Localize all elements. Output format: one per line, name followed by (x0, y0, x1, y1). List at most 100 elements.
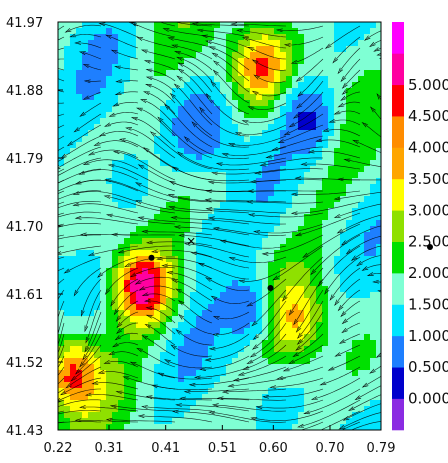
streamline-arrowhead (212, 60, 220, 66)
streamline (83, 406, 139, 412)
heatmap-cell (208, 130, 215, 137)
streamline-arrowhead (296, 339, 303, 345)
streamline-arrowhead (378, 58, 381, 60)
heatmap-cell (304, 280, 311, 287)
heatmap-cell (190, 130, 197, 137)
heatmap-cell (364, 268, 371, 275)
streamline-arrowhead (129, 361, 137, 366)
heatmap-cell (64, 298, 71, 305)
heatmap-cell (112, 214, 119, 221)
heatmap-cell (370, 220, 377, 227)
heatmap-cell (82, 286, 89, 293)
heatmap-cell (232, 112, 239, 119)
heatmap-cell (310, 76, 317, 83)
heatmap-cell (268, 412, 275, 419)
heatmap-cell (316, 220, 323, 227)
heatmap-cell (286, 418, 293, 425)
heatmap-cell (124, 154, 131, 161)
heatmap-cell (340, 130, 347, 137)
heatmap-cell (244, 34, 251, 41)
heatmap-cell (340, 226, 347, 233)
heatmap-cell (322, 388, 329, 395)
streamline-arrowhead (341, 318, 348, 325)
heatmap-cell (244, 118, 251, 125)
streamline-arrowhead (232, 377, 240, 382)
heatmap-cell (208, 268, 215, 275)
heatmap-cell (184, 82, 191, 89)
heatmap-cell (178, 34, 185, 41)
heatmap-cell (148, 172, 155, 179)
heatmap-cell (100, 124, 107, 131)
heatmap-cell (148, 220, 155, 227)
streamline-arrowhead (336, 228, 344, 234)
heatmap-cell (334, 208, 341, 215)
heatmap-cell (262, 280, 269, 287)
heatmap-cell (202, 28, 209, 35)
streamline (294, 190, 361, 195)
heatmap-cell (166, 352, 173, 359)
heatmap-cell (58, 94, 65, 101)
heatmap-cell (274, 82, 281, 89)
heatmap-cell (94, 286, 101, 293)
heatmap-cell (292, 418, 299, 425)
heatmap-cell (316, 142, 323, 149)
heatmap-cell (172, 322, 179, 329)
heatmap-cell (184, 160, 191, 167)
heatmap-cell (202, 106, 209, 113)
heatmap-cell (256, 262, 263, 269)
heatmap-cell (328, 214, 335, 221)
heatmap-cell (304, 178, 311, 185)
heatmap-cell (232, 250, 239, 257)
heatmap-cell (280, 88, 287, 95)
heatmap-cell (118, 280, 125, 287)
streamline (240, 30, 287, 38)
streamline-arrowhead (49, 315, 52, 321)
streamline (112, 278, 139, 304)
heatmap-cell (262, 274, 269, 281)
heatmap-cell (196, 94, 203, 101)
heatmap-cell (214, 166, 221, 173)
heatmap-cell (82, 274, 89, 281)
heatmap-cell (376, 268, 381, 275)
heatmap-cell (100, 184, 107, 191)
streamline (299, 80, 324, 107)
heatmap-cell (118, 412, 125, 419)
heatmap-cell (136, 412, 143, 419)
streamline (78, 179, 139, 192)
streamline-arrowhead (79, 361, 85, 368)
heatmap-cell (328, 250, 335, 257)
streamline (216, 322, 250, 335)
heatmap-cell (160, 172, 167, 179)
heatmap-cell (130, 376, 137, 383)
heatmap-cell (142, 130, 149, 137)
heatmap-cell (136, 160, 143, 167)
heatmap-cell (370, 412, 377, 419)
heatmap-cell (76, 130, 83, 137)
streamline-arrowhead (79, 232, 87, 237)
heatmap-cell (118, 352, 125, 359)
heatmap-cell (70, 232, 77, 239)
heatmap-cell (64, 82, 71, 89)
heatmap-cell (274, 208, 281, 215)
heatmap-cell (304, 184, 311, 191)
heatmap-cell (88, 34, 95, 41)
heatmap-cell (166, 376, 173, 383)
heatmap-cell (106, 64, 113, 71)
streamline (372, 39, 381, 46)
heatmap-cell (184, 346, 191, 353)
heatmap-cell (286, 124, 293, 131)
heatmap-cell (148, 328, 155, 335)
heatmap-cell (250, 340, 257, 347)
heatmap-cell (214, 220, 221, 227)
heatmap-cell (148, 352, 155, 359)
heatmap-cell (244, 268, 251, 275)
streamline (82, 52, 102, 60)
heatmap-cell (244, 58, 251, 65)
heatmap-cell (214, 70, 221, 77)
heatmap-cell (352, 148, 359, 155)
heatmap-cell (310, 166, 317, 173)
heatmap-cell (178, 322, 185, 329)
heatmap-cell (280, 424, 287, 430)
heatmap-cell (250, 100, 257, 107)
heatmap-cell (310, 352, 317, 359)
